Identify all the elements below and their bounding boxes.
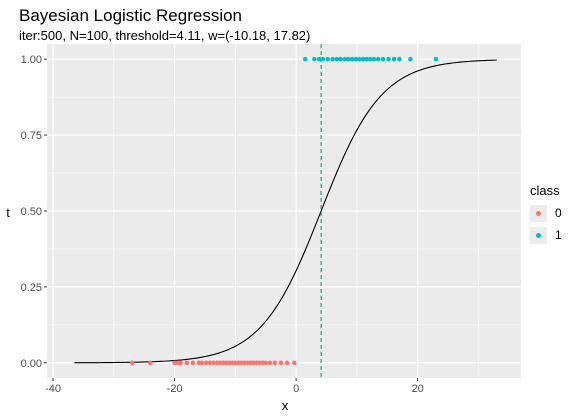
- x-tick-label: -40: [45, 383, 61, 395]
- data-point-class-1: [380, 56, 386, 62]
- data-point-class-1: [360, 56, 366, 62]
- data-point-class-0: [148, 360, 153, 366]
- data-point-class-1: [325, 56, 331, 62]
- data-point-class-0: [284, 360, 290, 366]
- data-point-class-0: [203, 360, 209, 366]
- data-point-class-0: [263, 360, 269, 366]
- data-point-class-1: [433, 56, 439, 62]
- axis-ticks: -40 -20 0 20 0.00 0.25 0.50 0.75 1.00: [21, 54, 424, 395]
- x-tick-label: -20: [167, 383, 183, 395]
- legend-key-class-0: [530, 204, 547, 222]
- x-axis-label: x: [281, 398, 289, 413]
- legend: class 0 1: [530, 183, 562, 246]
- data-point-class-1: [371, 56, 377, 62]
- y-tick-label: 0.00: [21, 358, 42, 370]
- data-point-class-1: [408, 56, 413, 62]
- legend-swatch-class-1: [536, 232, 541, 238]
- legend-item-class-0: 0: [530, 202, 562, 224]
- y-tick-label: 0.50: [21, 206, 42, 218]
- y-tick-label: 0.75: [21, 130, 42, 142]
- data-point-class-1: [367, 56, 373, 62]
- legend-label-class-0: 0: [555, 206, 562, 220]
- data-point-class-1: [346, 56, 351, 62]
- data-point-class-0: [129, 360, 135, 366]
- data-point-class-1: [334, 56, 340, 62]
- chart-subtitle: iter:500, N=100, threshold=4.11, w=(-10.…: [19, 28, 311, 43]
- data-point-class-1: [357, 56, 362, 62]
- y-axis-label: t: [6, 205, 10, 220]
- data-marks: [74, 44, 497, 378]
- data-point-class-0: [207, 360, 213, 366]
- legend-key-class-1: [530, 226, 547, 244]
- legend-item-class-1: 1: [530, 224, 562, 246]
- grid-lines: [47, 44, 521, 378]
- data-point-class-0: [272, 360, 278, 366]
- data-point-class-1: [342, 56, 348, 62]
- data-point-class-1: [302, 56, 308, 62]
- data-point-class-1: [316, 56, 322, 62]
- data-point-class-0: [292, 360, 297, 366]
- data-point-class-0: [278, 360, 284, 366]
- data-point-class-0: [199, 360, 205, 366]
- legend-label-class-1: 1: [555, 228, 562, 242]
- x-tick-label: 20: [412, 383, 424, 395]
- data-point-class-0: [178, 360, 183, 366]
- data-point-class-1: [349, 56, 355, 62]
- legend-swatch-class-0: [536, 210, 541, 216]
- data-point-class-1: [338, 56, 343, 62]
- data-point-class-1: [364, 56, 369, 62]
- data-point-class-0: [211, 360, 216, 366]
- x-tick-label: 0: [293, 383, 299, 395]
- data-point-class-1: [353, 56, 359, 62]
- data-point-class-1: [397, 56, 402, 62]
- y-tick-label: 0.25: [21, 282, 42, 294]
- legend-title: class: [530, 183, 560, 198]
- data-point-class-0: [267, 360, 273, 366]
- y-tick-label: 1.00: [21, 54, 42, 66]
- data-point-class-1: [330, 56, 335, 62]
- chart-title: Bayesian Logistic Regression: [19, 6, 243, 25]
- data-point-class-1: [320, 56, 326, 62]
- data-point-class-1: [391, 56, 397, 62]
- data-point-class-1: [312, 56, 317, 62]
- logistic-curve: [74, 59, 497, 364]
- data-point-class-0: [184, 360, 190, 366]
- data-point-class-0: [190, 360, 196, 366]
- data-point-class-1: [375, 56, 381, 62]
- data-point-class-1: [386, 56, 391, 62]
